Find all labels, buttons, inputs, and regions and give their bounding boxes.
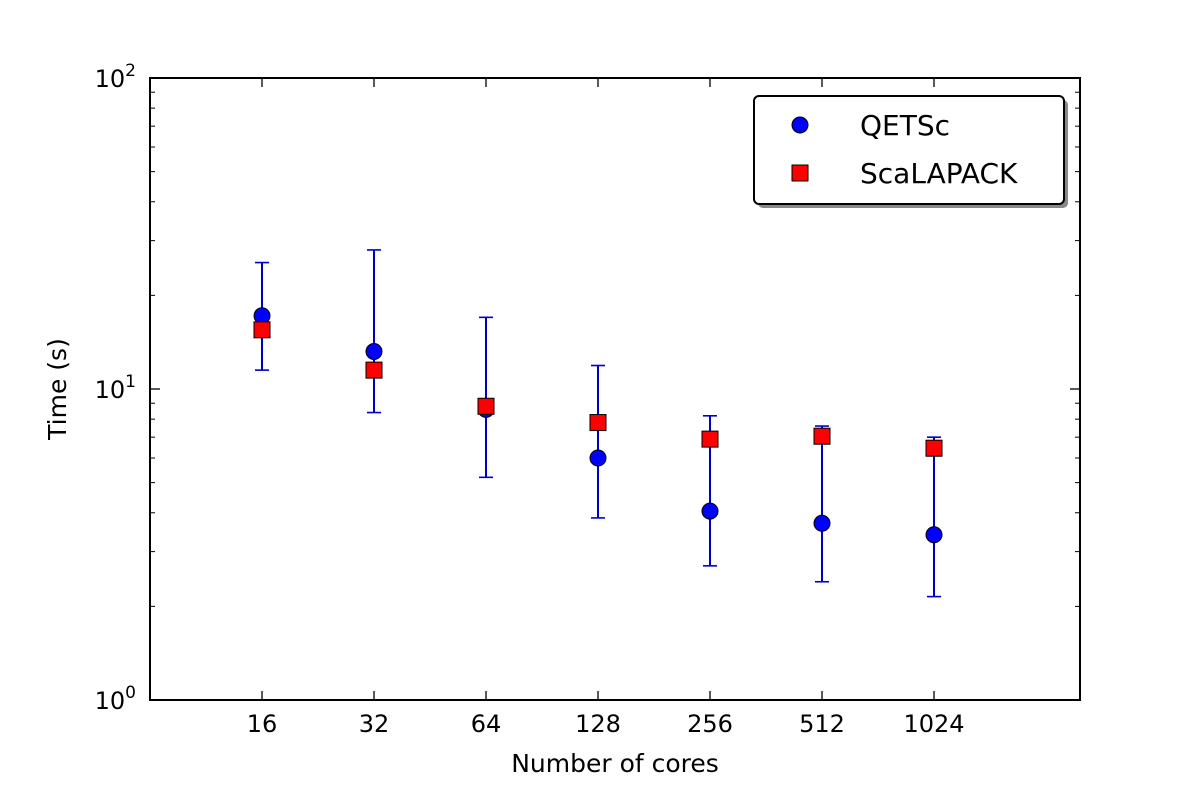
scalapack-point (813, 427, 831, 445)
qetsc-point (365, 343, 383, 361)
y-axis-label: Time (s) (43, 338, 72, 441)
y-tick-label: 100 (95, 683, 136, 715)
qetsc-point (813, 514, 831, 532)
qetsc-point (925, 526, 943, 544)
scalapack-point (925, 439, 943, 457)
legend-label: QETSc (860, 109, 950, 142)
y-tick-label: 102 (95, 61, 136, 93)
x-tick-label: 128 (575, 710, 621, 738)
x-tick-label: 512 (799, 710, 845, 738)
qetsc-point (701, 502, 719, 520)
x-tick-label: 1024 (903, 710, 964, 738)
legend: QETSc ScaLAPACK (753, 95, 1068, 208)
scalapack-point (477, 397, 495, 415)
scalapack-point (365, 361, 383, 379)
legend-marker-scalapack (791, 164, 809, 182)
scalapack-point (589, 414, 607, 432)
x-tick-label: 16 (247, 710, 278, 738)
legend-box (753, 95, 1065, 205)
qetsc-point (589, 449, 607, 467)
scalapack-point (253, 321, 271, 339)
legend-marker-qetsc (791, 116, 809, 134)
error-bar-layer (255, 249, 941, 598)
y-tick-label: 101 (95, 372, 136, 404)
x-tick-label: 32 (359, 710, 390, 738)
x-tick-label: 256 (687, 710, 733, 738)
x-axis-label: Number of cores (511, 749, 719, 778)
marker-layer (253, 307, 943, 544)
legend-label: ScaLAPACK (860, 157, 1018, 190)
x-tick-label: 64 (471, 710, 502, 738)
scalapack-point (701, 430, 719, 448)
